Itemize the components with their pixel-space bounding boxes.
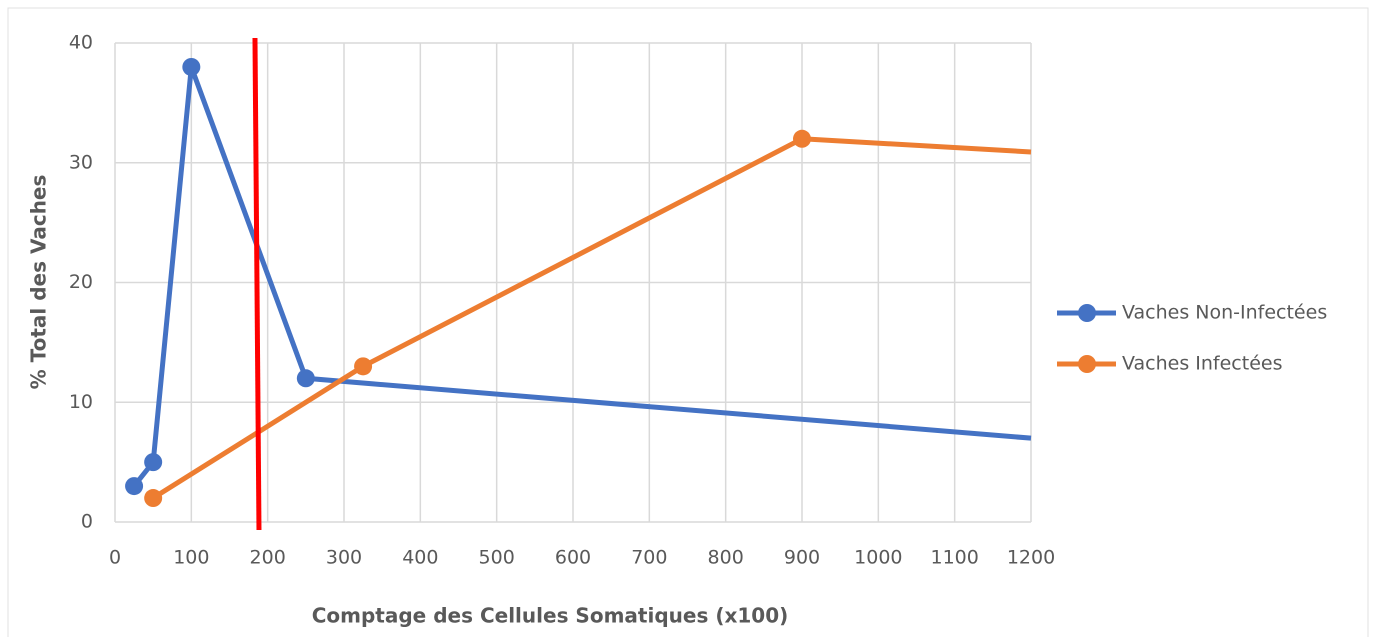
point [354,357,373,376]
legend-marker [1078,355,1096,373]
point [793,129,811,148]
point [144,489,163,508]
x-tick-label: 500 [479,547,515,569]
x-tick-label: 900 [784,547,820,569]
x-tick-label: 600 [555,547,591,569]
point [144,453,163,472]
y-tick-label: 10 [69,391,93,413]
x-tick-label: 300 [326,547,362,569]
legend-label: Vaches Non-Infectées [1122,302,1327,324]
x-tick-label: 400 [402,547,438,569]
y-tick-label: 40 [69,32,93,54]
x-tick-label: 800 [708,547,744,569]
x-tick-label: 200 [250,547,286,569]
x-tick-label: 1100 [930,547,978,569]
x-tick-label: 1000 [854,547,902,569]
point [296,369,315,388]
chart-border [7,7,1369,637]
x-tick-label: 1200 [1007,547,1055,569]
x-tick-label: 0 [109,547,121,569]
threshold-line [252,37,262,531]
x-tick-label: 700 [631,547,667,569]
y-tick-label: 30 [69,151,93,173]
legend-label: Vaches Infectées [1122,353,1282,375]
legend-marker [1078,304,1096,322]
x-axis-title: Comptage des Cellules Somatiques (x100) [312,604,789,628]
y-tick-label: 0 [81,511,93,533]
y-tick-label: 20 [69,271,93,293]
y-axis-title: % Total des Vaches [27,175,51,390]
x-tick-label: 100 [173,547,209,569]
point [182,57,201,76]
point [125,477,144,496]
